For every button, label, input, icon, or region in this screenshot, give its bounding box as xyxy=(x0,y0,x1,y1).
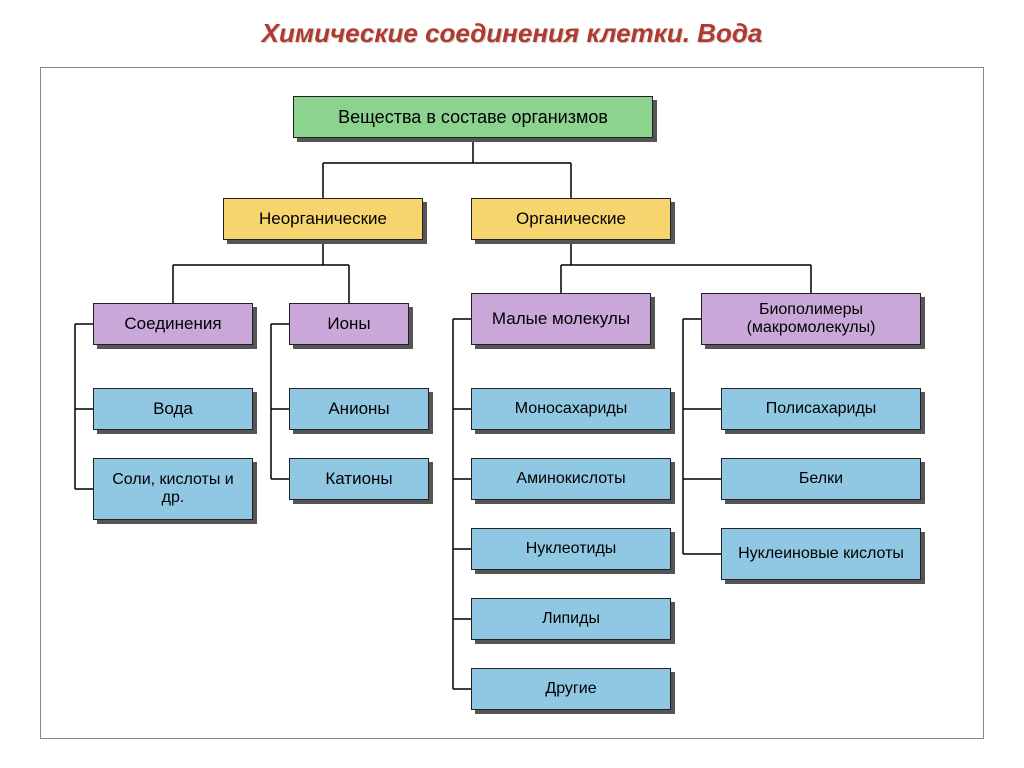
node-label-biopoly: Биополимеры (макромолекулы) xyxy=(708,301,914,338)
node-smallmol: Малые молекулы xyxy=(471,293,651,345)
node-label-anions: Анионы xyxy=(328,399,389,419)
node-anions: Анионы xyxy=(289,388,429,430)
node-nucleic: Нуклеиновые кислоты xyxy=(721,528,921,580)
node-compounds: Соединения xyxy=(93,303,253,345)
node-label-lipids: Липиды xyxy=(542,610,600,628)
node-label-inorg: Неорганические xyxy=(259,209,387,229)
node-nucleo: Нуклеотиды xyxy=(471,528,671,570)
diagram-canvas: Вещества в составе организмов Неорганичес… xyxy=(40,67,984,739)
node-label-amino: Аминокислоты xyxy=(516,470,625,488)
node-label-nucleo: Нуклеотиды xyxy=(526,540,617,558)
node-label-salts: Соли, кислоты и др. xyxy=(100,471,246,508)
node-amino: Аминокислоты xyxy=(471,458,671,500)
node-proteins: Белки xyxy=(721,458,921,500)
node-inorg: Неорганические xyxy=(223,198,423,240)
node-mono: Моносахариды xyxy=(471,388,671,430)
node-label-poly: Полисахариды xyxy=(766,400,877,418)
node-label-water: Вода xyxy=(153,399,193,419)
node-label-smallmol: Малые молекулы xyxy=(492,309,630,329)
node-label-ions: Ионы xyxy=(327,314,370,334)
node-other: Другие xyxy=(471,668,671,710)
node-salts: Соли, кислоты и др. xyxy=(93,458,253,520)
node-ions: Ионы xyxy=(289,303,409,345)
node-cations: Катионы xyxy=(289,458,429,500)
node-label-compounds: Соединения xyxy=(124,314,221,334)
node-label-root: Вещества в составе организмов xyxy=(338,107,608,128)
node-label-nucleic: Нуклеиновые кислоты xyxy=(738,545,904,563)
node-poly: Полисахариды xyxy=(721,388,921,430)
node-biopoly: Биополимеры (макромолекулы) xyxy=(701,293,921,345)
page-title: Химические соединения клетки. Вода xyxy=(0,0,1024,49)
node-org: Органические xyxy=(471,198,671,240)
node-root: Вещества в составе организмов xyxy=(293,96,653,138)
node-label-mono: Моносахариды xyxy=(515,400,627,418)
node-water: Вода xyxy=(93,388,253,430)
node-label-other: Другие xyxy=(545,680,596,698)
node-label-cations: Катионы xyxy=(325,469,392,489)
node-label-proteins: Белки xyxy=(799,470,843,488)
node-lipids: Липиды xyxy=(471,598,671,640)
node-label-org: Органические xyxy=(516,209,626,229)
